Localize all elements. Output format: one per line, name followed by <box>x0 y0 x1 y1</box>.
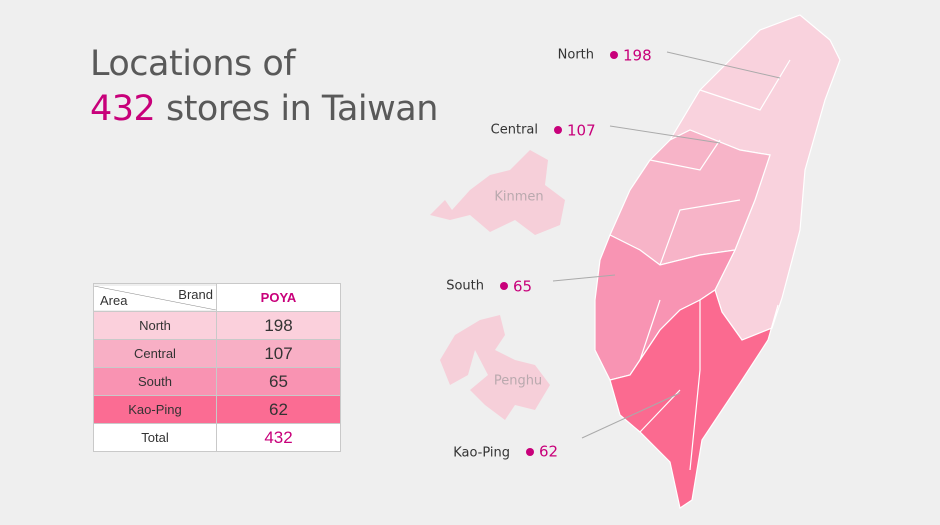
title-line: 432 stores in Taiwan <box>90 89 438 129</box>
callout-area: Central <box>491 123 538 138</box>
area-cell: Kao-Ping <box>93 395 217 424</box>
callout-count: 107 <box>567 122 596 140</box>
title-text: Locations of <box>90 44 296 84</box>
header-row: Area Brand POYA <box>93 283 341 312</box>
penghu-island <box>440 315 550 420</box>
count-cell: 198 <box>216 311 341 340</box>
title-line: Locations of <box>90 44 296 84</box>
callout-count: 198 <box>623 47 652 65</box>
row: South 65 <box>93 367 341 396</box>
count-cell: 65 <box>216 367 341 396</box>
brand-cell: POYA <box>216 283 341 312</box>
corner-cell: Area Brand <box>93 283 217 312</box>
area-header: Area <box>100 292 128 308</box>
store-count: 432 <box>90 89 156 129</box>
callout-area: South <box>446 279 484 294</box>
brand-header: Brand <box>178 286 213 302</box>
total-row: Total 432 <box>93 423 341 452</box>
callout-area: North <box>558 48 594 63</box>
row: Kao-Ping 62 <box>93 395 341 424</box>
store-table: Area Brand POYA North 198 Central 107 South… <box>93 283 341 452</box>
callout-count: 65 <box>513 278 532 296</box>
count-cell: 107 <box>216 339 341 368</box>
callout-count: 62 <box>539 443 558 461</box>
area-cell: North <box>93 311 217 340</box>
title-text: stores in Taiwan <box>165 89 438 129</box>
island-label: Kinmen <box>494 190 543 205</box>
island-label: Penghu <box>494 374 542 389</box>
total-label: Total <box>93 423 217 452</box>
callout-area: Kao-Ping <box>453 446 510 461</box>
region-kao-ping <box>609 289 779 509</box>
total-count: 432 <box>216 423 341 452</box>
kinmen-island <box>430 150 565 235</box>
row: North 198 <box>93 311 341 340</box>
